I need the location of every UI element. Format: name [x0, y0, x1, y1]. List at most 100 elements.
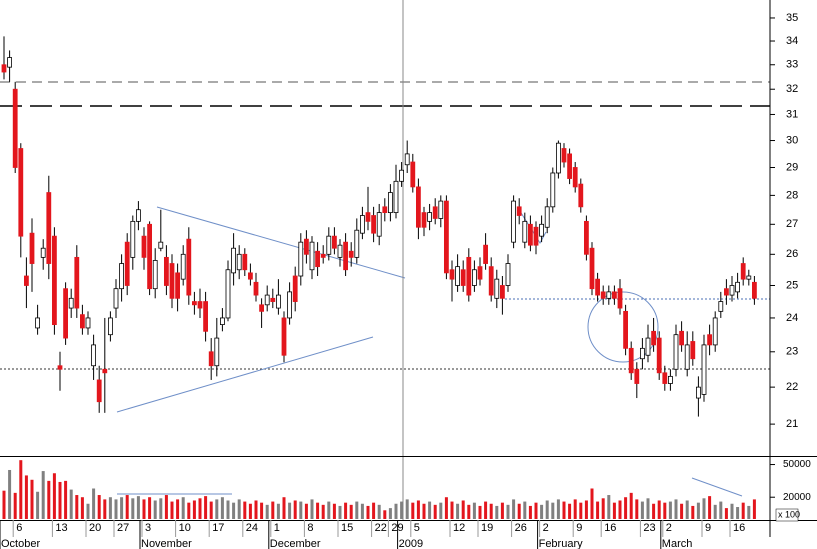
volume-bar: [400, 501, 404, 519]
volume-bar: [332, 503, 336, 519]
candle-body: [690, 341, 696, 360]
candle-body: [516, 206, 522, 216]
volume-bar: [523, 501, 527, 519]
volume-bar: [573, 499, 577, 519]
volume-bar: [568, 503, 572, 519]
x-tick-label: 13: [55, 522, 67, 534]
volume-bar: [170, 501, 174, 519]
candle-body: [18, 148, 24, 237]
volume-bar: [416, 500, 420, 519]
volume-bar: [377, 504, 381, 519]
volume-bar: [372, 502, 376, 519]
candle-body: [119, 263, 124, 290]
candle-body: [158, 241, 164, 249]
candle-body: [494, 278, 500, 299]
volume-bar: [215, 499, 219, 519]
candle-body: [533, 226, 539, 246]
candle-body: [673, 334, 679, 370]
volume-bar: [13, 492, 17, 519]
candle-body: [651, 330, 656, 346]
candle-body: [505, 263, 511, 286]
circle-annotation: [587, 291, 659, 363]
volume-bar: [265, 504, 269, 519]
candle-body: [163, 256, 169, 286]
x-tick-label: 17: [212, 522, 224, 534]
trend-line: [156, 206, 406, 279]
candle-body: [729, 285, 735, 296]
volume-bar: [472, 502, 476, 519]
annotations: [0, 0, 770, 520]
volume-bar: [142, 499, 146, 519]
x-tick-label: 9: [705, 522, 711, 534]
y-tick-label: 31: [786, 108, 798, 120]
volume-bar: [752, 499, 756, 519]
candle-body: [259, 304, 265, 312]
x-tick-label: 3: [145, 522, 151, 534]
candle-body: [746, 275, 752, 280]
volume-bar: [685, 500, 689, 519]
volume-bar: [562, 501, 566, 519]
x-tick-label: 6: [16, 522, 22, 534]
candle-body: [68, 297, 74, 309]
candle-body: [124, 241, 130, 286]
month-label: October: [1, 538, 40, 549]
volume-bar: [260, 502, 264, 519]
volume-bar: [741, 502, 745, 519]
y-tick-label: 22: [786, 381, 798, 393]
volume-bar: [148, 497, 152, 519]
volume-bar: [30, 479, 34, 519]
volume-bar: [103, 499, 107, 519]
volume-bar: [668, 501, 672, 519]
candle-body: [399, 169, 405, 182]
candle-body: [701, 344, 707, 395]
candle-body: [443, 200, 449, 274]
candle-body: [236, 253, 242, 271]
volume-bar: [478, 505, 482, 519]
volume-bar: [41, 471, 45, 519]
x-tick-label: 2: [666, 522, 672, 534]
volume-bar: [719, 501, 723, 519]
volume-bar: [310, 499, 314, 519]
candle-body: [438, 200, 444, 219]
volume-bar: [187, 502, 191, 519]
volume-bar: [8, 469, 12, 519]
candle-body: [354, 229, 360, 258]
candle-body: [561, 148, 567, 163]
month-label: February: [539, 538, 584, 549]
candle-body: [679, 330, 684, 346]
volume-bar: [58, 481, 62, 519]
volume-bar: [366, 505, 370, 519]
volume-bar: [75, 495, 79, 519]
volume-bar: [114, 499, 118, 519]
y-tick-label: 29: [786, 161, 798, 173]
volume-bar: [198, 498, 202, 519]
candle-body: [275, 294, 281, 309]
volume-bar: [388, 508, 392, 519]
candle-body: [724, 288, 729, 296]
candle-body: [578, 183, 584, 208]
candle-body: [410, 161, 416, 188]
month-label: March: [662, 538, 693, 549]
volume-bar: [484, 501, 488, 519]
candle-body: [718, 301, 724, 312]
volume-bar: [24, 475, 28, 519]
volume-bar: [747, 505, 751, 519]
candle-body: [595, 278, 600, 296]
x-tick-label: 15: [341, 522, 353, 534]
volume-bar: [355, 501, 359, 519]
candle-body: [152, 260, 158, 290]
volume-bar: [702, 498, 706, 519]
volume-bar: [338, 505, 342, 519]
candle-body: [298, 241, 304, 277]
candle-body: [427, 212, 433, 222]
volume-bar: [500, 502, 504, 519]
volume-bar: [612, 502, 616, 519]
volume-bar: [506, 504, 510, 519]
volume-bar: [596, 501, 600, 519]
y-tick-label: 30: [786, 134, 798, 146]
volume-bar: [181, 497, 185, 519]
candle-body: [175, 272, 181, 299]
candle-body: [231, 247, 237, 274]
volume-bar: [663, 502, 667, 519]
candle-body: [12, 88, 18, 168]
